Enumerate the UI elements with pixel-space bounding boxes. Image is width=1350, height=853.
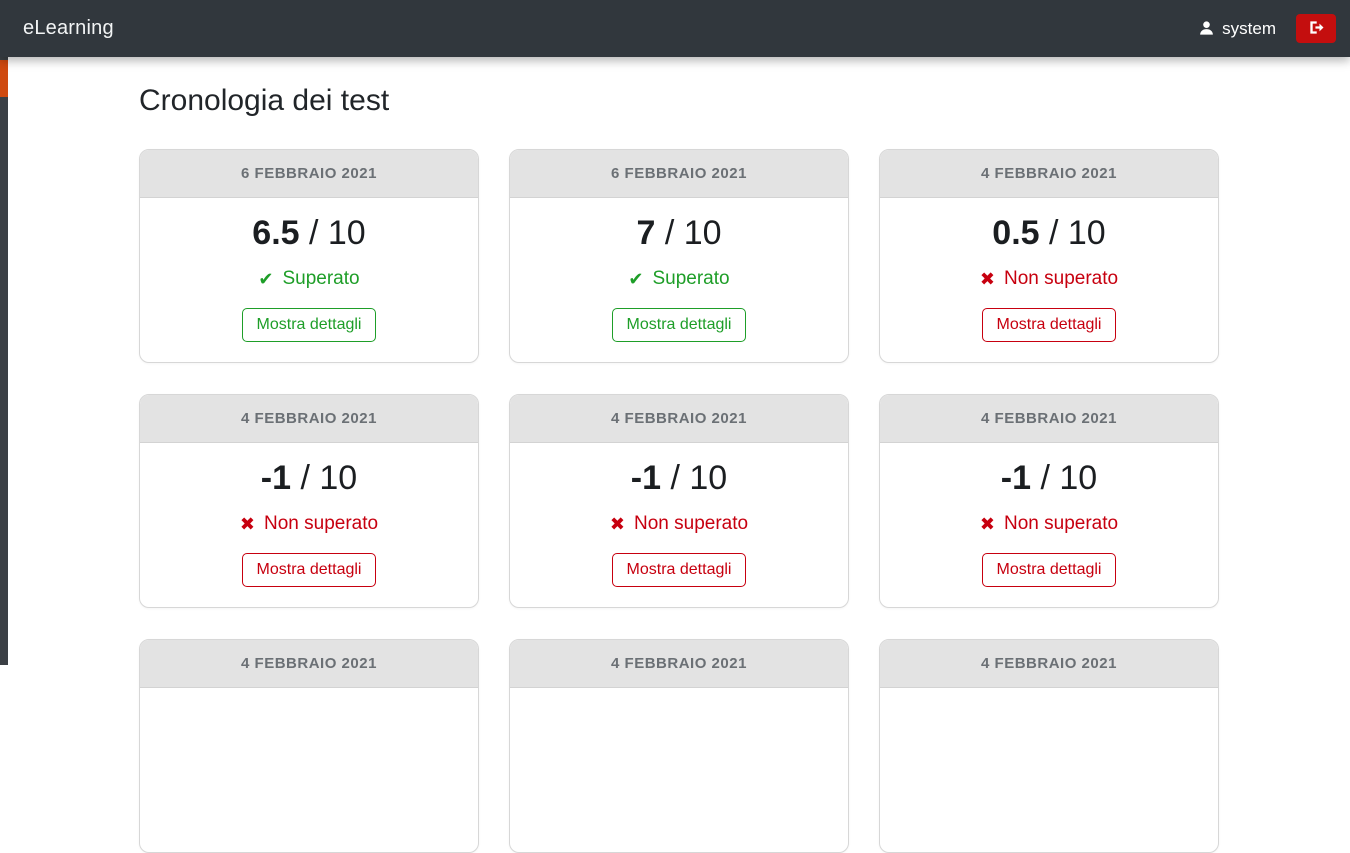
test-status: ✖ Non superato [980,267,1118,291]
score-value: 0.5 [992,214,1040,252]
test-card: 4 FEBBRAIO 2021 [139,639,479,853]
test-date-header: 4 FEBBRAIO 2021 [140,395,478,443]
test-score: 0.5 / 10 [992,212,1105,254]
test-card-body: 7 / 10 ✔ Superato Mostra dettagli [510,198,848,362]
test-status: ✖ Non superato [610,512,748,536]
x-icon: ✖ [609,514,625,534]
score-value: -1 [1000,459,1032,497]
x-icon: ✖ [979,269,995,289]
score-max: / 10 [661,459,728,497]
test-card: 4 FEBBRAIO 2021 [879,639,1219,853]
status-label: Superato [282,268,360,289]
test-card-body: 6.5 / 10 ✔ Superato Mostra dettagli [140,198,478,362]
logout-button[interactable] [1296,14,1336,43]
test-card-body: -1 / 10 ✖ Non superato Mostra dettagli [880,443,1218,607]
test-date-header: 4 FEBBRAIO 2021 [880,395,1218,443]
test-card: 4 FEBBRAIO 2021 0.5 / 10 ✖ Non superato … [879,149,1219,363]
show-details-button[interactable]: Mostra dettagli [981,553,1117,588]
test-date-header: 4 FEBBRAIO 2021 [510,640,848,688]
page-title: Cronologia dei test [139,84,390,117]
test-score: 7 / 10 [636,212,721,254]
test-score: -1 / 10 [1001,457,1097,499]
test-date-header: 6 FEBBRAIO 2021 [510,150,848,198]
test-status: ✔ Superato [628,267,729,291]
test-status: ✖ Non superato [980,512,1118,536]
x-icon: ✖ [979,514,995,534]
sign-out-icon [1308,19,1325,39]
show-details-button[interactable]: Mostra dettagli [611,553,747,588]
username-label: system [1222,18,1276,38]
show-details-button[interactable]: Mostra dettagli [981,308,1117,343]
test-date-header: 6 FEBBRAIO 2021 [140,150,478,198]
x-icon: ✖ [239,514,255,534]
score-max: / 10 [655,214,722,252]
status-label: Non superato [634,513,749,534]
test-score: 6.5 / 10 [252,212,365,254]
score-value: 6.5 [252,214,300,252]
show-details-button[interactable]: Mostra dettagli [611,308,747,343]
test-status: ✖ Non superato [240,512,378,536]
test-status: ✔ Superato [258,267,359,291]
test-card: 4 FEBBRAIO 2021 -1 / 10 ✖ Non superato M… [879,394,1219,608]
status-label: Non superato [1004,513,1119,534]
test-card-body [510,688,848,852]
content-container: Cronologia dei test 6 FEBBRAIO 2021 6.5 … [139,57,1219,853]
test-date-header: 4 FEBBRAIO 2021 [140,640,478,688]
score-value: -1 [630,459,662,497]
test-score: -1 / 10 [631,457,727,499]
test-card-body: -1 / 10 ✖ Non superato Mostra dettagli [140,443,478,607]
show-details-button[interactable]: Mostra dettagli [241,553,377,588]
test-history-grid: 6 FEBBRAIO 2021 6.5 / 10 ✔ Superato Most… [139,149,1219,853]
test-card: 6 FEBBRAIO 2021 7 / 10 ✔ Superato Mostra… [509,149,849,363]
test-card: 6 FEBBRAIO 2021 6.5 / 10 ✔ Superato Most… [139,149,479,363]
user-icon [1198,20,1215,37]
score-value: 7 [636,214,656,252]
status-label: Non superato [1004,268,1119,289]
test-date-header: 4 FEBBRAIO 2021 [880,150,1218,198]
score-value: -1 [260,459,292,497]
test-card-body [880,688,1218,852]
top-navbar: eLearning system [0,0,1350,57]
check-icon: ✔ [258,269,274,289]
test-card-body: 0.5 / 10 ✖ Non superato Mostra dettagli [880,198,1218,362]
score-max: / 10 [1031,459,1098,497]
app-brand[interactable]: eLearning [23,17,114,39]
test-card: 4 FEBBRAIO 2021 [509,639,849,853]
test-date-header: 4 FEBBRAIO 2021 [510,395,848,443]
test-card-body [140,688,478,852]
test-card: 4 FEBBRAIO 2021 -1 / 10 ✖ Non superato M… [139,394,479,608]
main-content: Cronologia dei test 6 FEBBRAIO 2021 6.5 … [8,0,1350,853]
sidebar-collapsed-strip[interactable] [0,57,8,665]
navbar-right: system [1198,14,1336,43]
score-max: / 10 [299,214,366,252]
score-max: / 10 [291,459,358,497]
status-label: Superato [652,268,730,289]
status-label: Non superato [264,513,379,534]
score-max: / 10 [1039,214,1106,252]
test-date-header: 4 FEBBRAIO 2021 [880,640,1218,688]
show-details-button[interactable]: Mostra dettagli [241,308,377,343]
sidebar-active-indicator [0,60,8,97]
test-card-body: -1 / 10 ✖ Non superato Mostra dettagli [510,443,848,607]
test-score: -1 / 10 [261,457,357,499]
test-card: 4 FEBBRAIO 2021 -1 / 10 ✖ Non superato M… [509,394,849,608]
check-icon: ✔ [628,269,644,289]
user-menu[interactable]: system [1198,19,1276,39]
